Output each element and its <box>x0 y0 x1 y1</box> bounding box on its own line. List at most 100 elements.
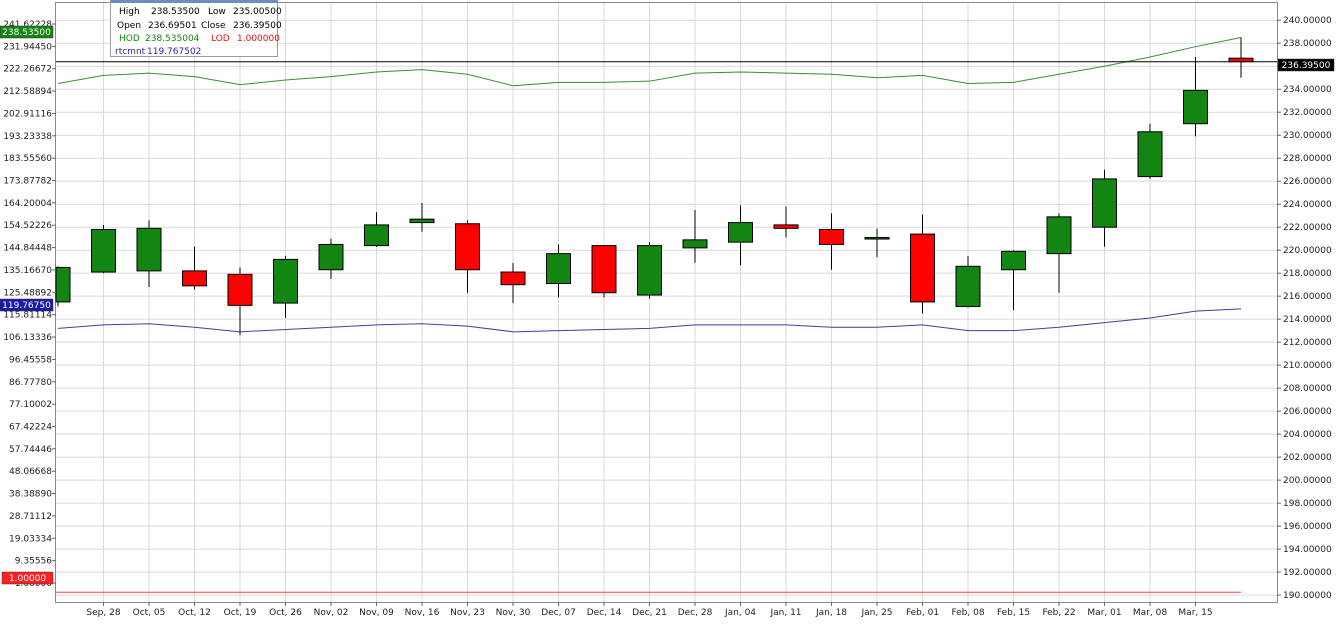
rtcmnt-badge-bg <box>0 298 54 312</box>
left-tick-label: 96.45558 <box>9 355 52 365</box>
candle <box>773 206 799 238</box>
candle-body-up <box>637 245 662 296</box>
x-tick-label: Jan, 11 <box>769 608 801 618</box>
candle <box>1228 37 1254 78</box>
right-tick-label: 206.00000 <box>1283 407 1332 417</box>
right-tick-label: 216.00000 <box>1283 292 1332 302</box>
ohlc-legend-box: High 238.53500 Low 235.00500 Open 236.69… <box>110 0 282 58</box>
left-tick-label: 86.77780 <box>9 378 52 388</box>
right-tick-label: 222.00000 <box>1283 223 1332 233</box>
right-tick-label: 212.00000 <box>1283 338 1332 348</box>
candle-body-down <box>819 228 844 245</box>
left-tick-label: 28.71112 <box>9 512 52 522</box>
hod-label: HOD <box>119 34 140 44</box>
right-tick-label: 240.00000 <box>1283 16 1332 26</box>
left-tick-label: 241.62228 <box>3 20 52 30</box>
left-tick-label: 57.74446 <box>9 445 52 455</box>
right-tick-label: 218.00000 <box>1283 269 1332 279</box>
legend-row-hod-lod: HOD 238.535004 LOD 1.000000 <box>111 33 280 45</box>
legend-row-rtcmnt: rtcmnt 119.767502 <box>111 46 279 58</box>
candle-body-up <box>955 265 981 308</box>
x-tick-label: Feb, 01 <box>906 608 939 618</box>
left-tick-label: 202.91116 <box>3 109 52 119</box>
candle <box>546 244 571 298</box>
candle-body-down <box>1228 57 1254 63</box>
hod-line <box>57 37 1242 87</box>
left-tick-label: 212.58894 <box>3 87 52 97</box>
candle-body-up <box>364 224 389 247</box>
left-tick-label: 193.23338 <box>3 132 52 142</box>
x-tick-label: Mar, 08 <box>1133 608 1167 618</box>
candle-body-up <box>864 237 890 240</box>
left-tick-label: 154.52226 <box>3 221 52 231</box>
candle <box>55 266 71 307</box>
x-tick-label: Dec, 28 <box>678 608 713 618</box>
x-tick-label: Nov, 09 <box>359 608 394 618</box>
candle <box>637 242 662 299</box>
x-tick-label: Jan, 18 <box>815 608 847 618</box>
candle <box>91 224 116 274</box>
right-tick-label: 238.00000 <box>1283 39 1332 49</box>
close-label: Close <box>201 21 226 31</box>
high-value: 238.53500 <box>151 7 200 17</box>
candle <box>682 209 708 263</box>
right-tick-label: 200.00000 <box>1283 476 1332 486</box>
plot-frame <box>55 2 1278 603</box>
candle-body-up <box>728 222 753 243</box>
close-value: 236.39500 <box>233 21 282 31</box>
x-tick-label: Feb, 22 <box>1042 608 1075 618</box>
x-axis: Sep, 28 Oct, 05 Oct, 12 Oct, 19 Oct, 26 Nov, … <box>86 602 1213 618</box>
left-tick-label: 164.20004 <box>3 199 52 209</box>
x-tick-label: Oct, 05 <box>133 608 166 618</box>
x-tick-label: Sep, 28 <box>86 608 120 618</box>
candle <box>1092 169 1117 247</box>
x-tick-label: Jan, 04 <box>724 608 756 618</box>
candle-body-down <box>591 245 617 294</box>
right-tick-label: 190.00000 <box>1283 591 1332 601</box>
legend-row-open-close: Open 236.69501 Close 236.39500 <box>111 20 282 32</box>
x-tick-label: Oct, 19 <box>224 608 257 618</box>
x-tick-label: Feb, 15 <box>997 608 1030 618</box>
left-tick-label: 115.81114 <box>3 311 52 321</box>
open-label: Open <box>117 21 142 31</box>
x-tick-label: Oct, 12 <box>178 608 211 618</box>
candle <box>1046 213 1072 293</box>
candle <box>318 238 344 279</box>
candle-body-down <box>773 224 799 229</box>
legend-row-high-low: High 238.53500 Low 235.00500 <box>111 6 282 18</box>
lod-badge: 1.00000 <box>1 571 54 585</box>
candle <box>1001 250 1026 310</box>
open-value: 236.69501 <box>148 21 197 31</box>
high-label: High <box>119 7 140 17</box>
right-tick-label: 202.00000 <box>1283 453 1332 463</box>
right-tick-label: 210.00000 <box>1283 361 1332 371</box>
left-tick-label: 231.94450 <box>3 42 52 52</box>
candle-body-up <box>1092 178 1117 228</box>
last-close-badge: 236.39500 <box>1277 58 1335 72</box>
lod-label: LOD <box>211 34 230 44</box>
candle-body-up <box>273 258 298 304</box>
left-tick-label: 48.06668 <box>9 467 52 477</box>
lod-value: 1.000000 <box>237 34 280 44</box>
right-tick-label: 230.00000 <box>1283 131 1332 141</box>
candle <box>455 220 480 293</box>
rtcmnt-value: 119.767502 <box>147 47 202 57</box>
candle-body-up <box>409 218 435 224</box>
x-tick-label: Oct, 26 <box>269 608 302 618</box>
right-tick-label: 194.00000 <box>1283 545 1332 555</box>
candle-body-up <box>318 243 344 271</box>
x-tick-label: Mar, 01 <box>1087 608 1121 618</box>
candle <box>910 214 935 314</box>
last-close-badge-bg <box>1277 58 1335 72</box>
left-tick-label: 77.10002 <box>9 400 52 410</box>
left-tick-label: 9.35556 <box>15 557 52 567</box>
x-tick-label: Dec, 14 <box>587 608 622 618</box>
candle <box>728 205 753 266</box>
candle <box>182 246 207 290</box>
left-tick-label: 173.87782 <box>3 177 52 187</box>
x-tick-label: Nov, 16 <box>405 608 440 618</box>
x-tick-label: Nov, 02 <box>314 608 349 618</box>
candle <box>273 255 298 319</box>
right-axis: 190.00000 192.00000 194.00000 196.00000 198.… <box>1277 16 1332 601</box>
